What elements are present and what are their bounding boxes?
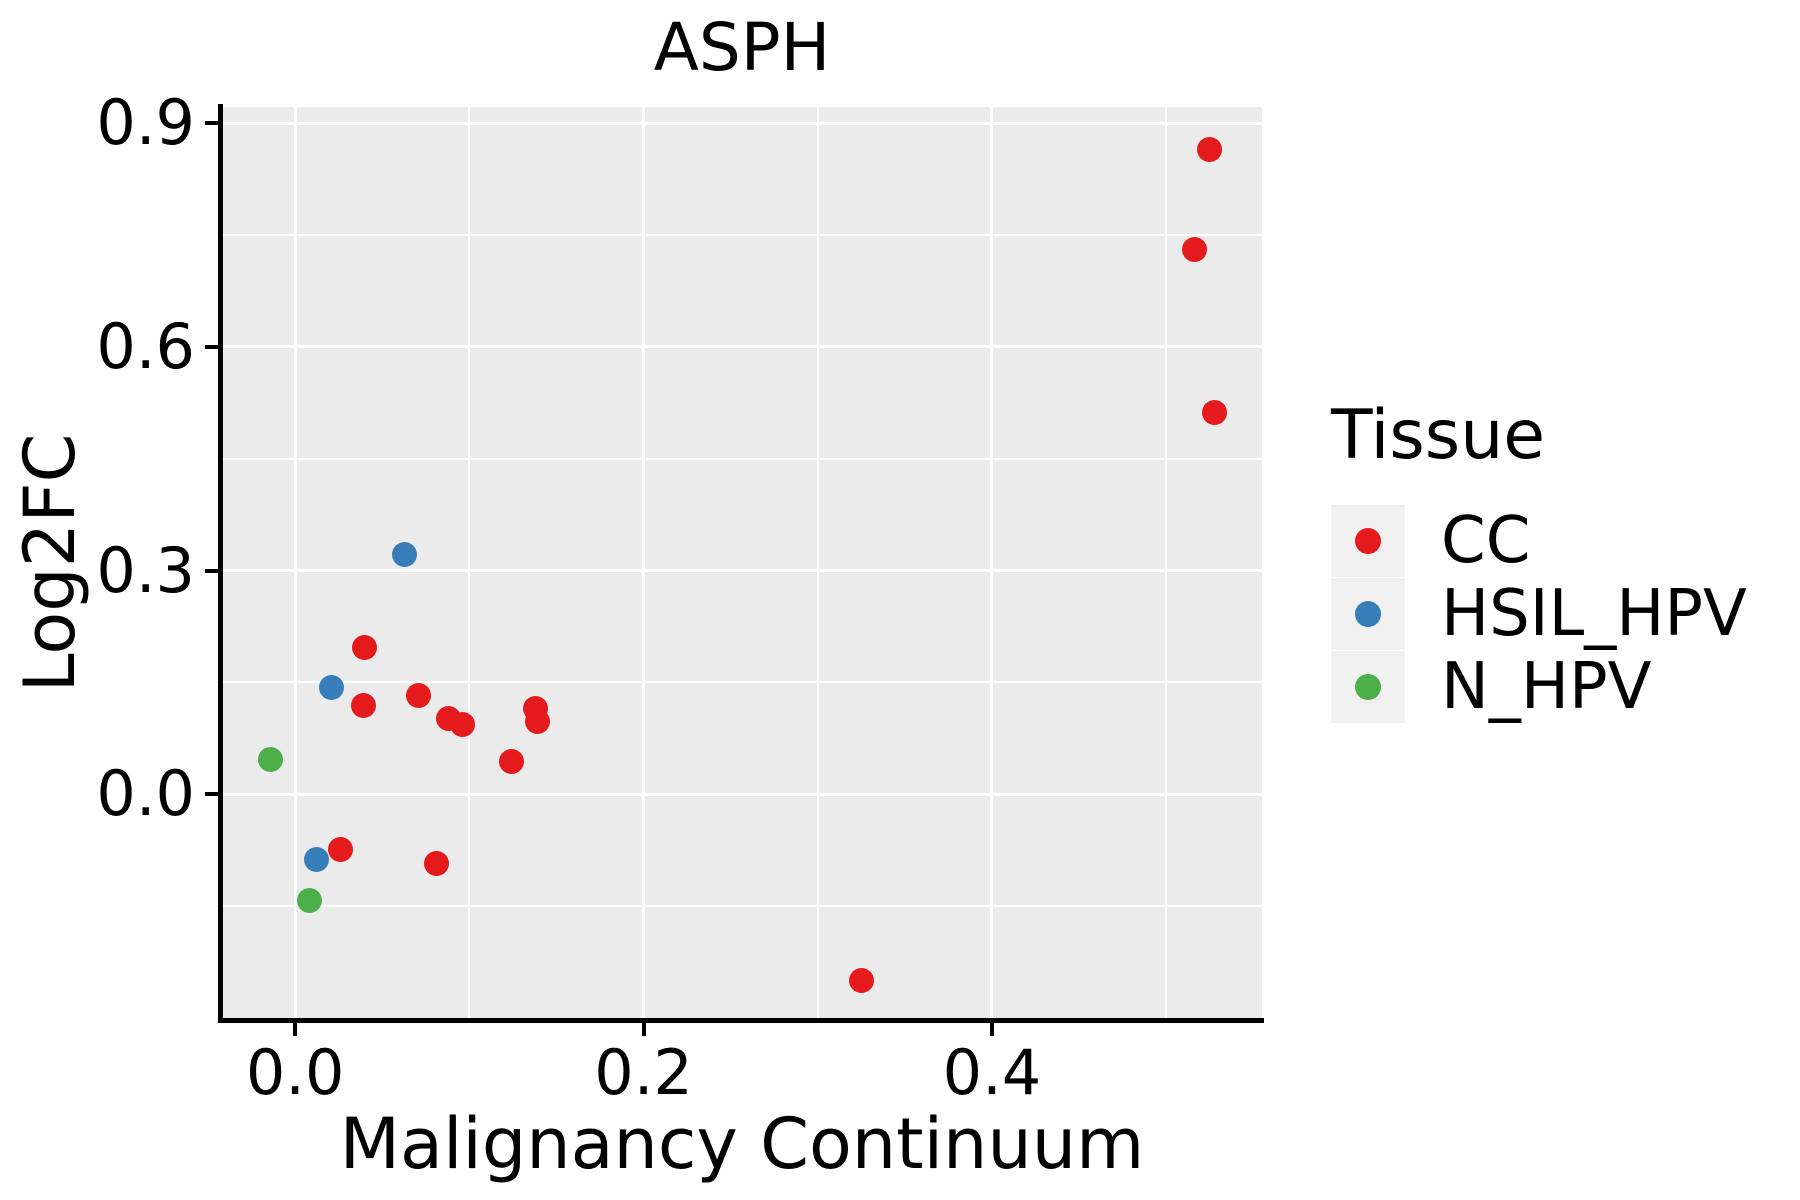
legend-key xyxy=(1331,504,1405,577)
data-point-CC xyxy=(423,850,449,876)
y-tick-mark xyxy=(205,344,219,349)
y-tick-label: 0.0 xyxy=(96,757,195,831)
y-minor-gridline xyxy=(222,234,1262,237)
legend: Tissue CC HSIL_HPV N_HPV xyxy=(1331,398,1747,723)
x-major-gridline xyxy=(642,107,646,1020)
y-minor-gridline xyxy=(222,904,1262,907)
y-tick-label: 0.9 xyxy=(96,86,195,160)
legend-key xyxy=(1331,650,1405,723)
data-point-CC xyxy=(1202,400,1228,426)
x-tick-mark xyxy=(641,1022,646,1036)
y-major-gridline xyxy=(222,345,1262,349)
x-minor-gridline xyxy=(468,107,471,1020)
y-tick-label: 0.3 xyxy=(96,533,195,607)
x-major-gridline xyxy=(990,107,994,1020)
legend-dot-CC xyxy=(1355,527,1381,554)
data-point-CC xyxy=(327,836,353,862)
data-point-CC xyxy=(406,683,432,709)
data-point-HSIL_HPV xyxy=(303,846,329,872)
x-tick-mark xyxy=(989,1022,994,1036)
x-tick-mark xyxy=(293,1022,298,1036)
y-tick-label: 0.6 xyxy=(96,309,195,383)
legend-item-CC: CC xyxy=(1331,504,1747,577)
x-axis-line xyxy=(218,1018,1264,1023)
data-point-N_HPV xyxy=(296,887,322,913)
y-tick-mark xyxy=(205,568,219,573)
data-point-CC xyxy=(524,708,550,734)
data-point-HSIL_HPV xyxy=(319,675,345,701)
x-tick-label: 0.4 xyxy=(942,1036,1042,1109)
y-minor-gridline xyxy=(222,681,1262,684)
legend-item-N_HPV: N_HPV xyxy=(1331,650,1747,723)
data-point-N_HPV xyxy=(258,747,284,773)
y-axis-line xyxy=(218,104,223,1023)
x-tick-label: 0.2 xyxy=(594,1036,693,1109)
x-axis-title: Malignancy Continuum xyxy=(339,1103,1145,1185)
x-minor-gridline xyxy=(1165,107,1168,1020)
legend-title: Tissue xyxy=(1331,396,1546,475)
data-point-CC xyxy=(1197,136,1223,162)
y-tick-mark xyxy=(205,792,219,797)
legend-item-label: CC xyxy=(1441,503,1531,578)
plot-panel xyxy=(222,107,1262,1020)
data-point-CC xyxy=(1181,236,1207,262)
y-major-gridline xyxy=(222,569,1262,573)
data-point-CC xyxy=(848,967,874,993)
legend-item-HSIL_HPV: HSIL_HPV xyxy=(1331,577,1747,650)
data-point-CC xyxy=(352,634,378,660)
legend-item-label: N_HPV xyxy=(1441,649,1652,724)
data-point-CC xyxy=(350,692,376,718)
y-tick-mark xyxy=(205,121,219,126)
x-major-gridline xyxy=(293,107,297,1020)
legend-key xyxy=(1331,577,1405,650)
data-point-CC xyxy=(498,748,524,774)
y-minor-gridline xyxy=(222,457,1262,460)
y-major-gridline xyxy=(222,121,1262,125)
data-point-CC xyxy=(449,711,475,737)
x-minor-gridline xyxy=(816,107,819,1020)
y-major-gridline xyxy=(222,792,1262,796)
plot-title: ASPH xyxy=(653,9,831,86)
x-tick-label: 0.0 xyxy=(245,1036,345,1109)
data-point-HSIL_HPV xyxy=(392,542,418,568)
legend-items: CC HSIL_HPV N_HPV xyxy=(1331,504,1747,723)
legend-item-label: HSIL_HPV xyxy=(1441,576,1747,651)
legend-dot-N_HPV xyxy=(1355,673,1381,700)
legend-dot-HSIL_HPV xyxy=(1355,600,1381,627)
y-axis-title: Log2FC xyxy=(9,433,91,693)
